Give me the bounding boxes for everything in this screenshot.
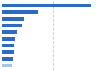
Bar xyxy=(2,37,15,41)
Bar xyxy=(2,57,13,61)
Bar xyxy=(2,17,24,21)
Bar xyxy=(2,10,38,14)
Bar xyxy=(2,44,14,47)
Bar xyxy=(2,50,14,54)
Bar xyxy=(2,30,16,34)
Bar xyxy=(2,4,91,7)
Bar xyxy=(2,24,22,27)
Bar xyxy=(2,64,12,67)
